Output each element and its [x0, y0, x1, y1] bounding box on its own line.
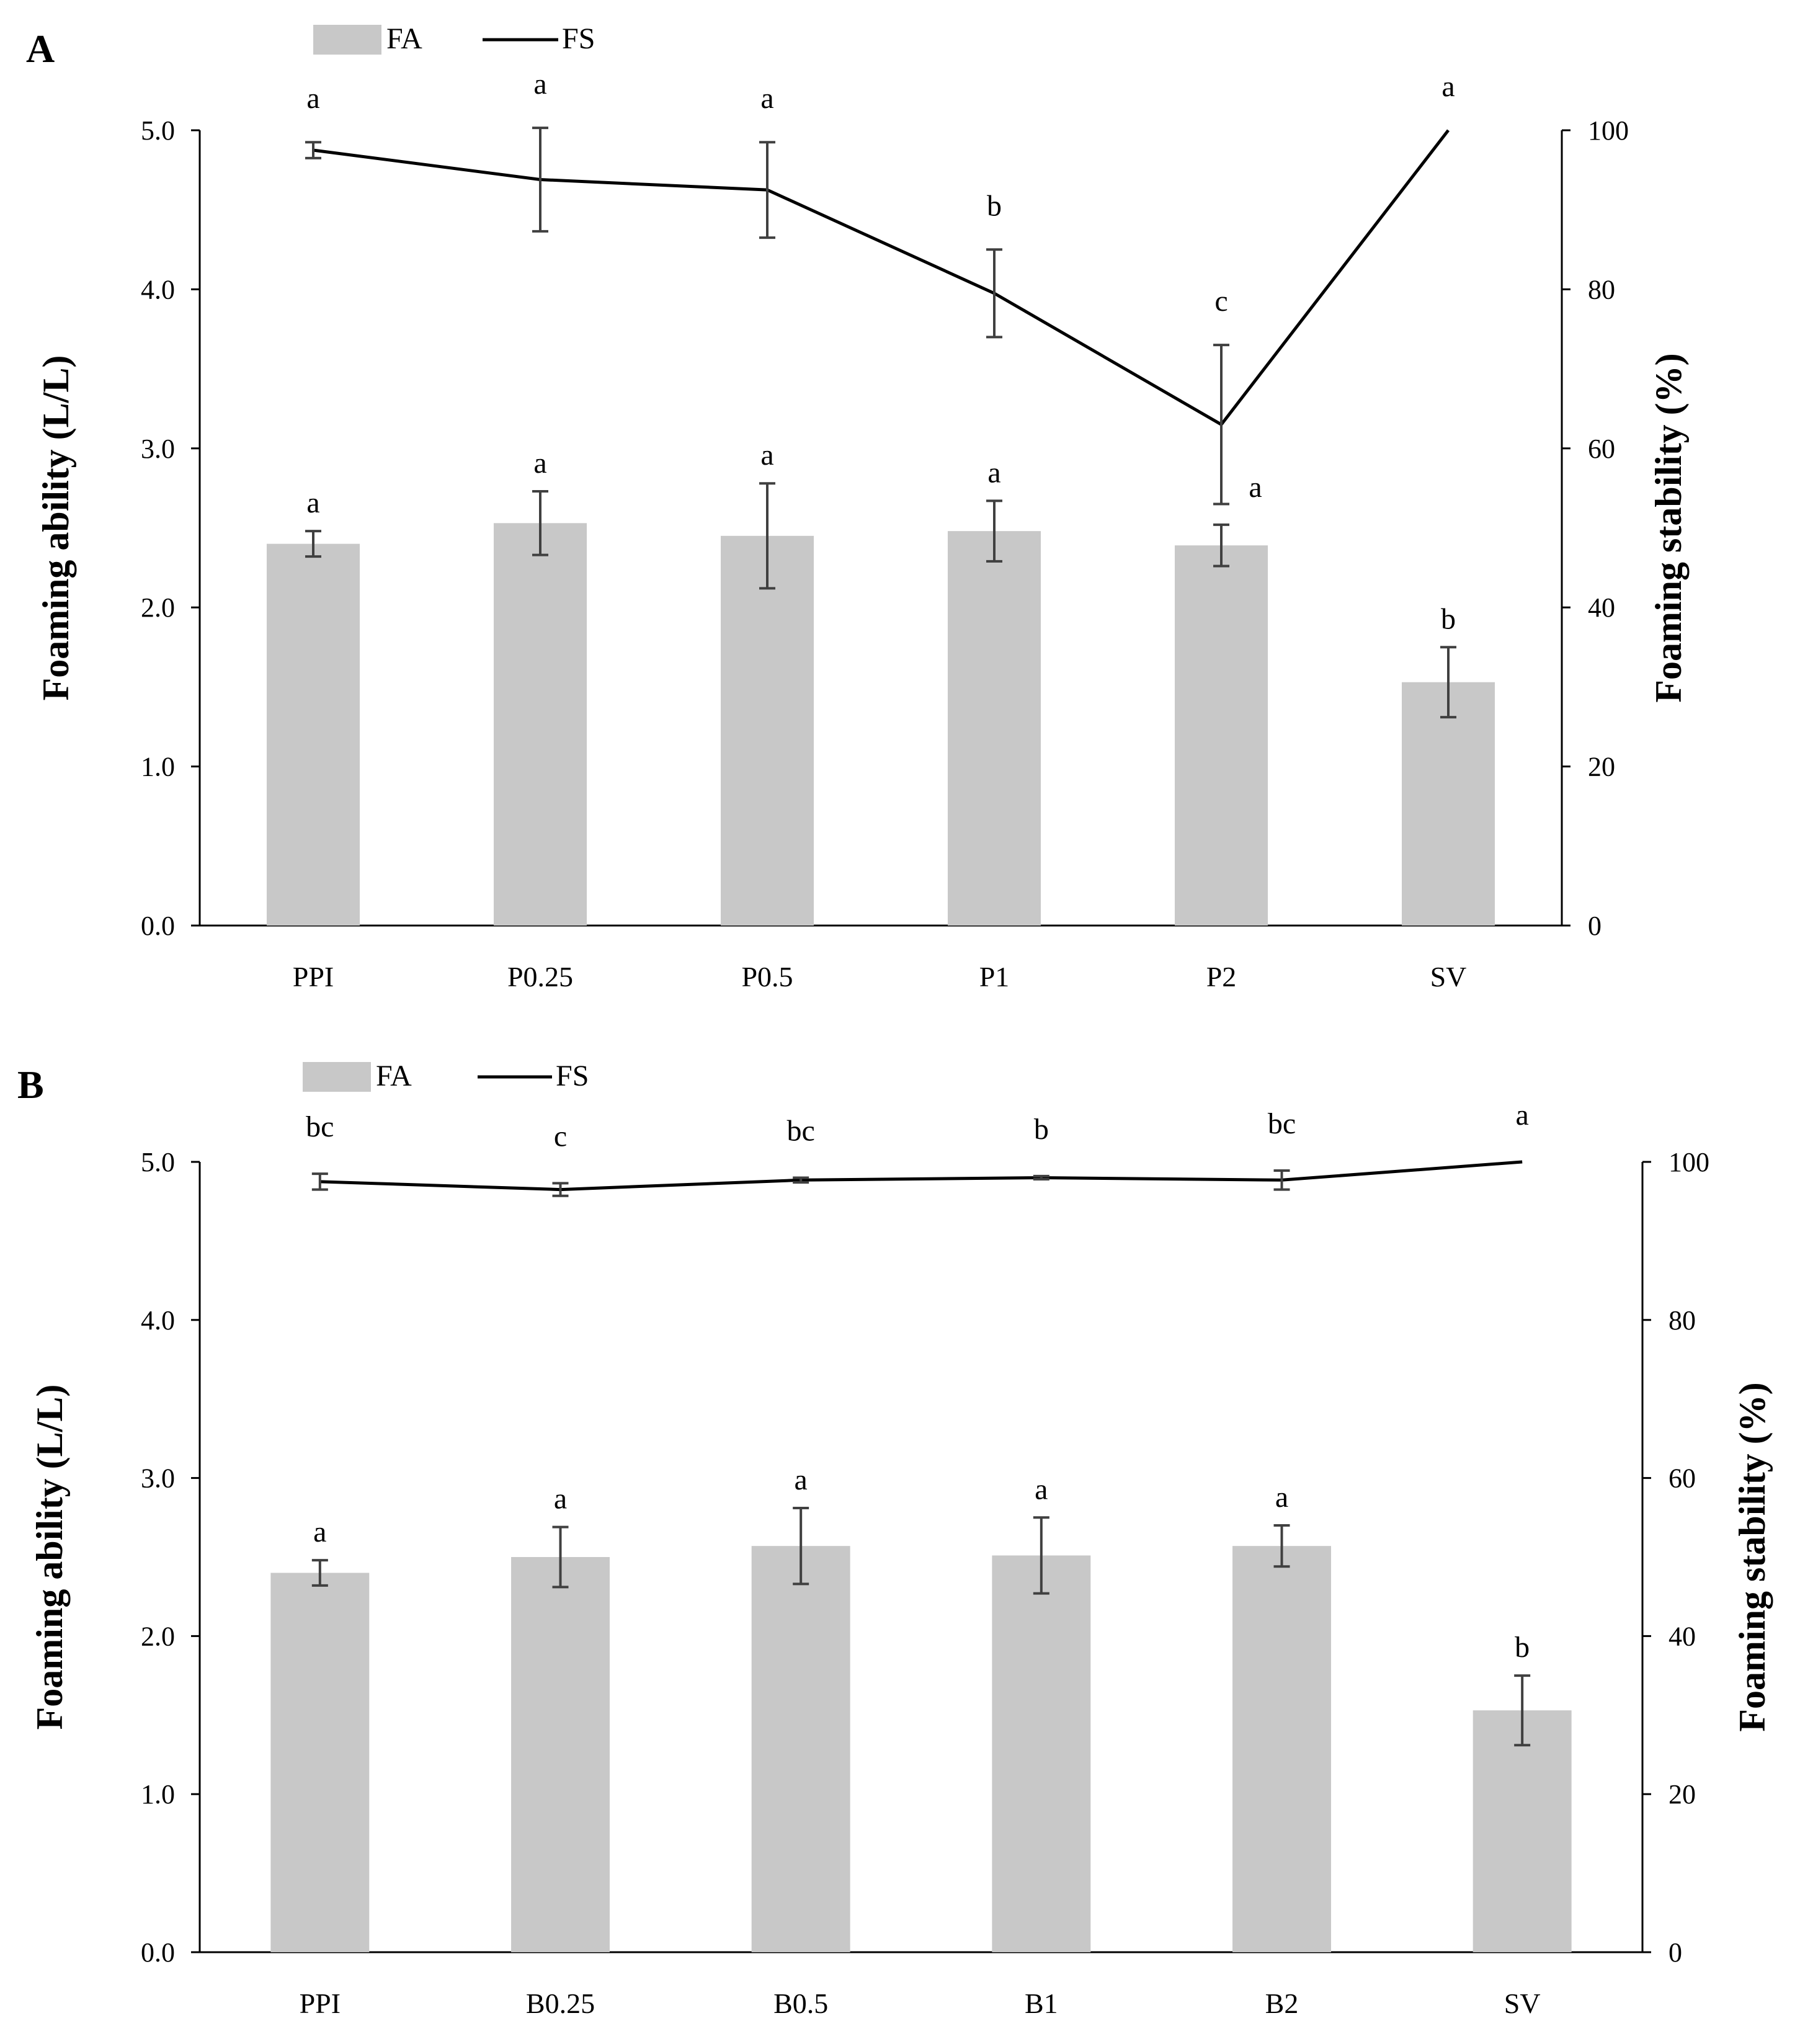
left-tick-label: 0.0	[141, 911, 175, 941]
y2-axis-title: Foaming stability (%)	[1732, 1382, 1773, 1731]
fa-bar	[266, 543, 360, 926]
left-tick-label: 2.0	[141, 1621, 175, 1651]
fa-bar	[1174, 545, 1268, 926]
right-tick-label: 80	[1588, 274, 1615, 305]
left-tick-label: 1.0	[141, 1779, 175, 1810]
legend-fa-label: FA	[386, 22, 422, 55]
legend-fs-label: FS	[556, 1060, 589, 1092]
fa-bar	[511, 1557, 610, 1952]
left-tick-label: 2.0	[141, 592, 175, 623]
right-tick-label: 0	[1588, 911, 1602, 941]
fs-significance-label: c	[1214, 285, 1227, 318]
right-tick-label: 60	[1588, 434, 1615, 464]
right-tick-label: 100	[1669, 1147, 1709, 1177]
right-tick-label: 100	[1588, 115, 1629, 146]
fa-bar	[1473, 1710, 1572, 1952]
right-tick-label: 0	[1669, 1937, 1682, 1968]
left-tick-label: 3.0	[141, 434, 175, 464]
fa-bar	[1401, 682, 1495, 926]
fs-significance-label: bc	[306, 1110, 334, 1143]
fs-significance-label: a	[1516, 1099, 1529, 1131]
fa-significance-label: a	[313, 1515, 326, 1548]
panel-label: B	[17, 1063, 44, 1107]
fa-significance-label: a	[1035, 1473, 1048, 1506]
fa-bar	[992, 1555, 1091, 1952]
left-tick-label: 5.0	[141, 115, 175, 146]
fs-significance-label: bc	[787, 1114, 815, 1147]
fa-significance-label: a	[987, 456, 1000, 489]
left-tick-label: 3.0	[141, 1463, 175, 1494]
category-label: P1	[979, 961, 1010, 993]
legend-bar-swatch	[303, 1062, 371, 1092]
left-tick-label: 4.0	[141, 274, 175, 305]
fa-bar	[270, 1573, 370, 1952]
fa-significance-label: a	[533, 447, 546, 480]
chart-panel-a: A FA FS 0.0 1.0 2.0 3.0 4.0 5.0 0 20 40 60 80 100 Foami…	[26, 22, 1689, 993]
fa-bar	[493, 523, 587, 926]
right-tick-label: 40	[1669, 1621, 1696, 1651]
chart-panel-b: B FA FS 0.0 1.0 2.0 3.0 4.0 5.0 0 20 40 60 80 100 Foami…	[17, 1060, 1773, 2019]
category-label: P0.5	[741, 961, 793, 993]
fs-significance-label: a	[1441, 70, 1455, 103]
fa-significance-label: a	[795, 1463, 808, 1496]
fa-significance-label: b	[1441, 602, 1456, 635]
fa-significance-label: b	[1515, 1631, 1530, 1664]
fs-significance-label: c	[554, 1120, 567, 1153]
category-label: P0.25	[507, 961, 573, 993]
fs-significance-label: a	[760, 82, 773, 115]
fa-significance-label: a	[760, 439, 773, 471]
fs-line	[313, 129, 1450, 427]
y2-axis-title: Foaming stability (%)	[1648, 353, 1689, 702]
right-tick-label: 20	[1588, 752, 1615, 782]
fs-significance-label: b	[1034, 1113, 1049, 1146]
left-tick-label: 0.0	[141, 1937, 175, 1968]
fa-significance-label: a	[554, 1483, 567, 1515]
right-tick-label: 80	[1669, 1305, 1696, 1336]
left-tick-label: 5.0	[141, 1147, 175, 1177]
category-label: P2	[1206, 961, 1237, 993]
fs-significance-label: a	[533, 68, 546, 100]
fs-significance-label: b	[987, 189, 1002, 222]
fs-significance-label: bc	[1268, 1107, 1296, 1140]
fa-significance-label: a	[306, 486, 319, 519]
category-label: B0.5	[773, 1988, 828, 2019]
right-tick-label: 20	[1669, 1779, 1696, 1810]
legend-fa-label: FA	[376, 1060, 412, 1092]
category-label: SV	[1504, 1988, 1541, 2019]
y-axis-title: Foaming ability (L/L)	[29, 1385, 70, 1730]
fa-bar	[947, 531, 1041, 926]
legend-bar-swatch	[313, 25, 381, 55]
left-tick-label: 4.0	[141, 1305, 175, 1336]
panel-label: A	[26, 27, 55, 71]
category-label: B1	[1025, 1988, 1058, 2019]
right-tick-label: 40	[1588, 592, 1615, 623]
category-label: SV	[1430, 961, 1467, 993]
category-label: PPI	[293, 961, 334, 993]
right-tick-label: 60	[1669, 1463, 1696, 1494]
y-axis-title: Foaming ability (L/L)	[35, 355, 76, 701]
fa-significance-label: a	[1249, 471, 1262, 504]
fa-significance-label: a	[1275, 1481, 1288, 1514]
left-tick-label: 1.0	[141, 752, 175, 782]
fs-significance-label: a	[306, 82, 319, 115]
legend-fs-label: FS	[562, 22, 595, 55]
fa-bar	[751, 1546, 850, 1952]
fa-bar	[720, 535, 814, 926]
category-label: PPI	[300, 1988, 341, 2019]
category-label: B2	[1265, 1988, 1299, 2019]
fs-line	[319, 1160, 1523, 1192]
category-label: B0.25	[526, 1988, 595, 2019]
fa-bar	[1232, 1546, 1331, 1952]
